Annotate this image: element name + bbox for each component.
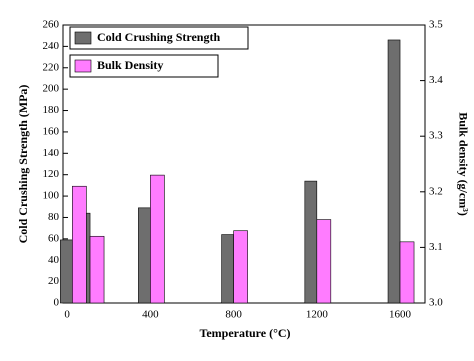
y-tick-label: 140: [43, 147, 60, 159]
x-tick-label: 400: [142, 309, 159, 321]
y-tick-label: 20: [48, 275, 60, 287]
x-tick-label: 0: [64, 309, 70, 321]
y-tick-label: 80: [48, 211, 60, 223]
y-tick-label: 160: [43, 125, 60, 137]
bar: [60, 239, 73, 304]
y-tick-label: 100: [43, 190, 60, 202]
bar: [138, 207, 151, 304]
legend-label: Cold Crushing Strength: [97, 30, 220, 44]
y2-tick-label: 3.0: [429, 297, 443, 309]
y2-tick-label: 3.5: [429, 19, 443, 31]
y-tick-label: 200: [43, 83, 60, 95]
y2-axis-label: Bulk density (g/cm³): [456, 112, 470, 216]
legend-box: [69, 54, 219, 78]
y-tick-label: 120: [43, 168, 60, 180]
bar: [72, 185, 87, 304]
bar: [89, 235, 105, 304]
bar: [304, 180, 318, 304]
y2-tick-label: 3.2: [429, 185, 443, 197]
y-tick-label: 260: [43, 19, 60, 31]
y-axis-label: Cold Crushing Strength (MPa): [16, 85, 30, 244]
y2-tick-label: 3.4: [429, 74, 443, 86]
bar: [399, 241, 415, 304]
x-tick-label: 1600: [389, 309, 412, 321]
y2-tick-label: 3.3: [429, 130, 443, 142]
y-tick-label: 220: [43, 61, 60, 73]
y-tick-label: 0: [54, 297, 60, 309]
y-tick-label: 40: [48, 254, 60, 266]
bar: [150, 174, 165, 304]
x-tick-label: 1200: [306, 309, 329, 321]
y-tick-label: 180: [43, 104, 60, 116]
legend-swatch: [74, 31, 92, 45]
y-tick-label: 60: [48, 232, 60, 244]
y2-tick-label: 3.1: [429, 241, 443, 253]
y-tick-label: 240: [43, 40, 60, 52]
legend-label: Bulk Density: [97, 58, 163, 72]
bar: [316, 219, 332, 304]
legend-box: [69, 26, 249, 50]
bar: [233, 230, 248, 304]
bar: [387, 39, 401, 304]
x-tick-label: 800: [225, 309, 242, 321]
legend-swatch: [74, 59, 92, 73]
x-axis-label: Temperature (°C): [199, 326, 290, 340]
bar: [221, 234, 234, 304]
